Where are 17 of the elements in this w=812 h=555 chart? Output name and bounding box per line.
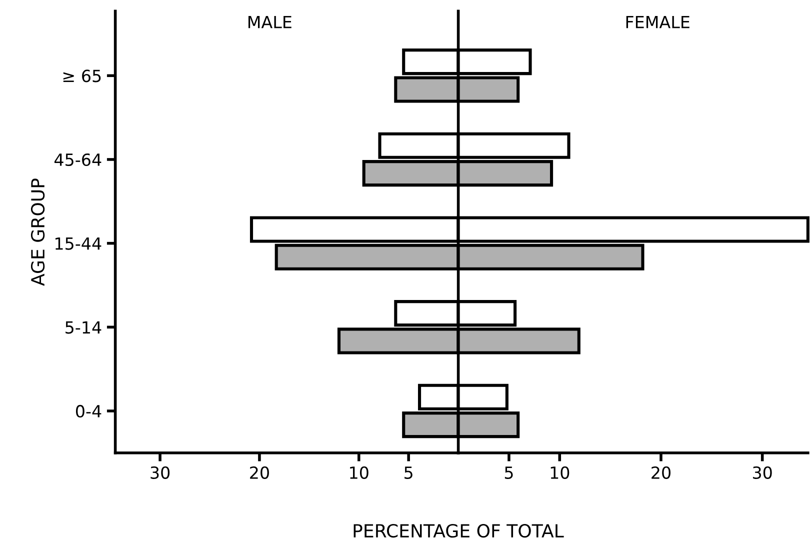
chart-title: MALE xyxy=(248,16,292,28)
x-tick-label: 5 xyxy=(404,466,412,479)
y-axis-title: AGE GROUP xyxy=(30,178,45,286)
x-tick-label: 30 xyxy=(753,466,772,479)
y-tick-label: 5-14 xyxy=(66,321,102,334)
y-tick-label: 0-4 xyxy=(76,404,102,418)
x-tick-label: 20 xyxy=(652,466,670,479)
x-axis-title: PERCENTAGE OF TOTAL xyxy=(354,524,564,538)
chart-title: FEMALE xyxy=(626,16,690,28)
y-tick-label: 15-44 xyxy=(56,237,102,250)
y-tick-label: 45-64 xyxy=(54,153,102,166)
x-tick-label: 30 xyxy=(150,466,170,479)
x-tick-label: 10 xyxy=(350,466,368,479)
x-tick-label: 5 xyxy=(504,466,513,479)
x-tick-label: 10 xyxy=(550,466,570,479)
y-tick-label: ≥ 65 xyxy=(63,70,101,82)
x-tick-label: 20 xyxy=(250,466,269,479)
